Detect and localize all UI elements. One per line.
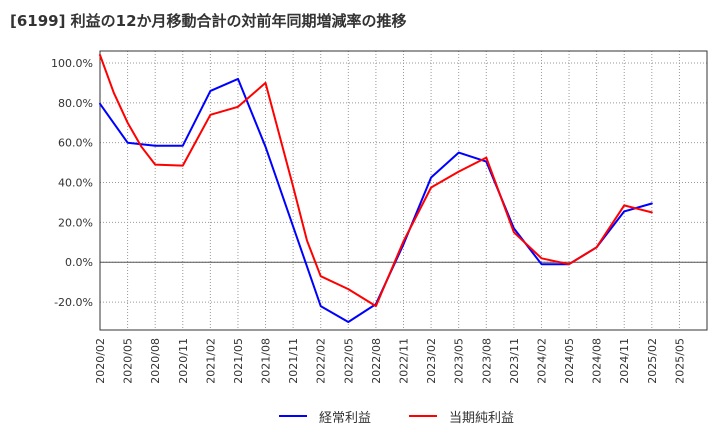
x-tick-label: 2024/05 [563,338,576,384]
x-tick-label: 2021/08 [260,338,273,384]
legend-item-series-2: 当期純利益 [409,406,514,426]
y-tick-label: 80.0% [58,97,93,110]
legend-item-series-1: 経常利益 [279,406,371,426]
x-tick-label: 2024/02 [535,338,548,384]
x-tick-label: 2024/11 [618,338,631,384]
x-tick-label: 2021/05 [232,338,245,384]
x-tick-label: 2021/11 [287,338,300,384]
legend-swatch-blue [279,415,307,417]
y-tick-label: -20.0% [54,296,93,309]
x-tick-label: 2020/05 [122,338,135,384]
axis-layer: -20.0% 0.0% 20.0% 40.0% 60.0% 80.0% 100.0% 2020… [51,50,708,384]
y-tick-label: 40.0% [58,177,93,190]
x-tick-label: 2023/05 [453,338,466,384]
x-tick-label: 2020/02 [94,338,107,384]
plot-background [100,51,707,330]
legend: 経常利益 当期純利益 [0,406,720,426]
x-tick-label: 2020/08 [149,338,162,384]
x-tick-label: 2022/11 [398,338,411,384]
x-tick-label: 2023/02 [425,338,438,384]
y-tick-label: 0.0% [65,256,93,269]
chart-title: [6199] 利益の12か月移動合計の対前年同期増減率の推移 [10,12,407,30]
x-tick-label: 2022/08 [370,338,383,384]
x-tick-label: 2023/08 [480,338,493,384]
y-tick-label: 100.0% [51,57,93,70]
x-tick-label: 2023/11 [508,338,521,384]
plot-border [99,50,708,331]
series-layer [99,54,653,323]
y-tick-label: 20.0% [58,216,93,229]
legend-label-series-2: 当期純利益 [449,410,515,426]
series-line-2 [99,54,653,308]
x-tick-label: 2022/05 [342,338,355,384]
y-tick-label: 60.0% [58,137,93,150]
x-tick-label: 2020/11 [177,338,190,384]
grid-layer [100,51,707,330]
x-tick-label: 2025/02 [646,338,659,384]
x-tick-label: 2025/05 [673,338,686,384]
legend-label-series-1: 経常利益 [319,410,372,426]
x-tick-label: 2022/02 [315,338,328,384]
legend-swatch-red [409,415,437,417]
x-tick-label: 2021/02 [204,338,217,384]
x-tick-label: 2024/08 [591,338,604,384]
